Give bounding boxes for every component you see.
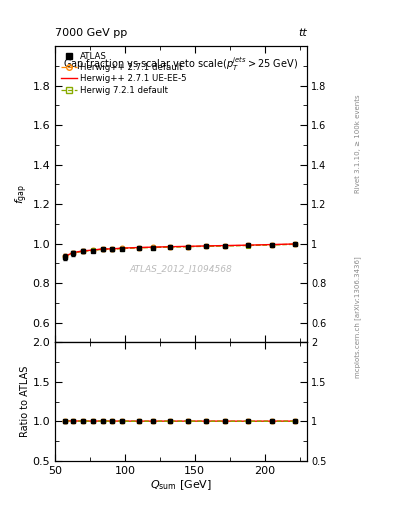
Text: mcplots.cern.ch [arXiv:1306.3436]: mcplots.cern.ch [arXiv:1306.3436]	[354, 257, 361, 378]
Text: 7000 GeV pp: 7000 GeV pp	[55, 28, 127, 38]
Legend: ATLAS, Herwig++ 2.7.1 default, Herwig++ 2.7.1 UE-EE-5, Herwig 7.2.1 default: ATLAS, Herwig++ 2.7.1 default, Herwig++ …	[59, 50, 188, 96]
Text: tt: tt	[298, 28, 307, 38]
Y-axis label: $f_{\rm gap}$: $f_{\rm gap}$	[13, 184, 29, 204]
Text: Gap fraction vs scalar veto scale($p_T^{jets}>25$ GeV): Gap fraction vs scalar veto scale($p_T^{…	[63, 55, 298, 73]
Text: ATLAS_2012_I1094568: ATLAS_2012_I1094568	[129, 264, 232, 273]
Y-axis label: Ratio to ATLAS: Ratio to ATLAS	[20, 366, 29, 437]
Text: Rivet 3.1.10, ≥ 100k events: Rivet 3.1.10, ≥ 100k events	[354, 94, 361, 193]
X-axis label: $Q_{\rm sum}$ [GeV]: $Q_{\rm sum}$ [GeV]	[150, 478, 212, 492]
